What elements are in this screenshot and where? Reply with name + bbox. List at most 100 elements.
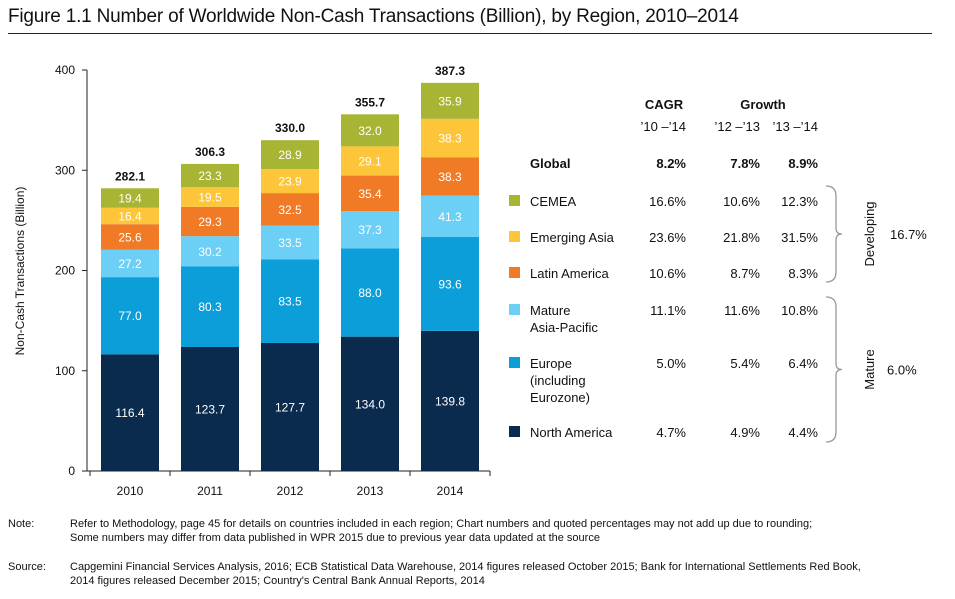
bar-segment [341,175,399,212]
growth-value-1: 11.6% [724,303,760,318]
title-divider [8,33,932,34]
growth-period-2: ’13 –’14 [772,119,818,134]
cagr-value: 4.7% [656,425,686,440]
bar-segment [181,346,239,471]
legend-swatch [509,426,520,437]
legend-swatch [509,304,520,315]
legend-label: Mature [530,303,570,318]
bar-segment [181,266,239,347]
bar-segment [261,193,319,226]
note-label: Note: [8,518,35,530]
legend-label: Europe [530,356,572,371]
data-label: 23.3 [198,169,222,183]
legend-swatch [509,267,520,278]
data-label: 83.5 [278,295,302,309]
bar-segment [341,211,399,249]
y-tick-label: 400 [55,63,75,77]
growth-value-1: 10.6% [723,194,760,209]
note-line-1: Refer to Methodology, page 45 for detail… [70,518,813,530]
x-tick-label: 2010 [117,484,144,498]
data-label: 23.9 [278,175,302,189]
data-label: 35.9 [438,94,462,108]
bar-segment [341,336,399,471]
growth-value-1: 4.9% [730,425,760,440]
growth-value-1: 7.8% [730,156,760,171]
growth-value-1: 5.4% [730,356,760,371]
cagr-value: 5.0% [656,356,686,371]
source-line-2: 2014 figures released December 2015; Cou… [70,575,485,587]
x-tick-label: 2013 [357,484,384,498]
source-line-1: Capgemini Financial Services Analysis, 2… [70,561,861,573]
bar-segment [101,188,159,208]
growth-period-1: ’12 –’13 [714,119,760,134]
data-label: 33.5 [278,236,302,250]
bar-segment [421,330,479,471]
cagr-value: 8.2% [656,156,686,171]
total-label: 282.1 [115,169,145,183]
data-label: 88.0 [358,286,382,300]
cagr-value: 16.6% [649,194,686,209]
group-label-developing: Developing [862,201,877,266]
data-label: 93.6 [438,277,462,291]
legend-label: Asia-Pacific [530,320,598,335]
bar-segment [421,118,479,158]
x-tick-label: 2011 [197,484,223,498]
group-cagr-mature: 6.0% [887,363,917,378]
bar-segment [261,342,319,471]
growth-value-2: 8.3% [788,266,818,281]
bar-segment [341,248,399,337]
legend-label: North America [530,425,613,440]
data-label: 19.5 [198,191,222,205]
bar-segment [421,237,479,331]
bar-segment [181,236,239,267]
data-label: 30.2 [198,245,222,259]
y-tick-label: 100 [55,364,75,378]
legend-label: CEMEA [530,194,577,209]
cagr-period: ’10 –’14 [640,119,686,134]
bar-segment [341,114,399,147]
y-tick-label: 300 [55,163,75,177]
bar-segment [261,225,319,260]
total-label: 387.3 [435,64,465,78]
y-axis-label: Non-Cash Transactions (Billion) [13,187,27,356]
note-text: Refer to Methodology, page 45 for detail… [70,517,930,545]
growth-value-2: 31.5% [781,230,818,245]
bar-segment [101,249,159,278]
y-tick-label: 0 [68,464,75,478]
cagr-value: 11.1% [650,303,686,318]
data-label: 123.7 [195,402,225,416]
data-label: 41.3 [438,210,462,224]
legend-swatch [509,357,520,368]
bar-segment [101,207,159,225]
legend-label: (including [530,373,586,388]
data-label: 32.0 [358,124,382,138]
y-tick-label: 200 [55,264,75,278]
total-label: 355.7 [355,95,385,109]
bar-segment [181,206,239,237]
bar-segment [261,259,319,343]
group-label-mature: Mature [862,349,877,389]
total-label: 330.0 [275,121,305,135]
legend-label: Global [530,156,570,171]
total-label: 306.3 [195,145,225,159]
data-label: 29.3 [198,215,222,229]
data-label: 116.4 [115,406,144,420]
data-label: 127.7 [275,400,305,414]
growth-value-2: 8.9% [788,156,818,171]
developing-brace [825,185,843,283]
legend-swatch [509,195,520,206]
data-label: 134.0 [355,397,385,411]
data-label: 139.8 [435,394,465,408]
data-label: 19.4 [118,192,142,206]
data-label: 77.0 [118,309,142,323]
data-label: 80.3 [198,300,222,314]
cagr-value: 10.6% [649,266,686,281]
bar-segment [101,277,159,355]
growth-value-2: 4.4% [788,425,818,440]
data-label: 38.3 [438,170,462,184]
data-label: 32.5 [278,203,302,217]
growth-value-2: 6.4% [788,356,818,371]
growth-value-1: 8.7% [730,266,760,281]
figure-title: Figure 1.1 Number of Worldwide Non-Cash … [8,6,739,27]
